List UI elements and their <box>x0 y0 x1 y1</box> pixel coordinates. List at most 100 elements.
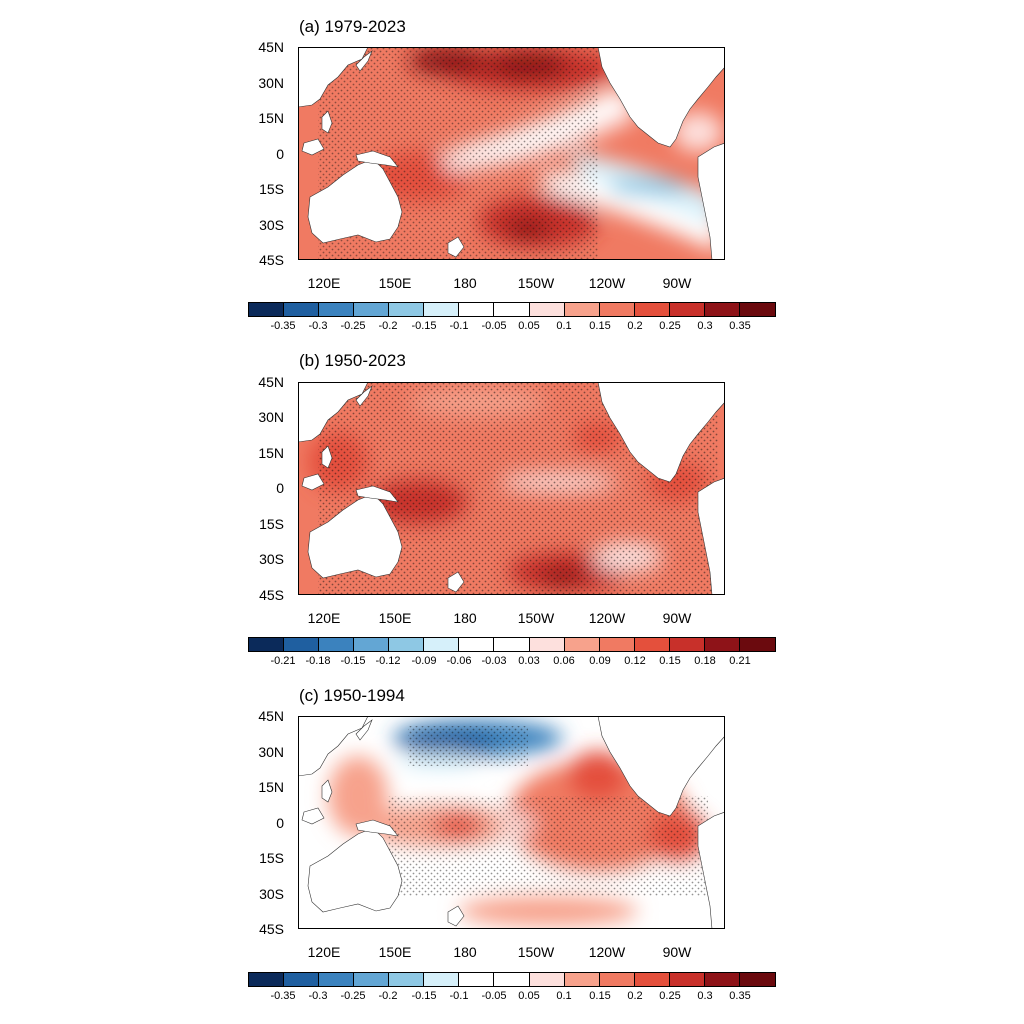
lat-label: 15S <box>259 181 284 197</box>
lat-label: 15S <box>259 850 284 866</box>
lat-label: 30S <box>259 551 284 567</box>
colorbar-cell <box>459 638 495 651</box>
colorbar-label: -0.25 <box>340 320 366 332</box>
colorbar-cell <box>564 638 600 651</box>
colorbar-cell <box>494 638 530 651</box>
colorbar-cell <box>564 973 600 986</box>
colorbar-label: 0.3 <box>697 990 713 1002</box>
colorbar-label: 0.2 <box>627 320 643 332</box>
colorbar-label: -0.06 <box>446 655 472 667</box>
colorbar-label: 0.15 <box>659 655 681 667</box>
lon-label: 90W <box>662 275 692 291</box>
lat-label: 45S <box>259 587 284 603</box>
colorbar-label: -0.1 <box>449 990 469 1002</box>
colorbar-cell <box>599 303 635 316</box>
colorbar <box>248 637 776 652</box>
lat-label: 15N <box>258 779 284 795</box>
lon-label: 120W <box>588 275 626 291</box>
colorbar-cell <box>284 638 320 651</box>
lat-label: 0 <box>276 480 284 496</box>
lon-label: 120E <box>307 944 341 960</box>
colorbar-cell <box>389 303 425 316</box>
colorbar-cell <box>354 638 390 651</box>
colorbar-cell <box>494 973 530 986</box>
colorbar-cell <box>634 973 670 986</box>
colorbar-label: -0.21 <box>270 655 296 667</box>
lon-label: 120W <box>588 610 626 626</box>
colorbar-label: 0.21 <box>729 655 751 667</box>
colorbar <box>248 302 776 317</box>
lon-label: 90W <box>662 610 692 626</box>
colorbar-cell <box>704 973 740 986</box>
colorbar-cell <box>459 973 495 986</box>
panel-title: (a) 1979-2023 <box>299 17 406 36</box>
lat-label: 45N <box>258 708 284 724</box>
map-c <box>298 716 725 929</box>
colorbar-cell <box>459 303 495 316</box>
panel-title: (c) 1950-1994 <box>299 686 405 705</box>
colorbar-label: 0.1 <box>556 320 572 332</box>
colorbar-cell <box>739 973 775 986</box>
colorbar-cell <box>599 973 635 986</box>
lon-label: 180 <box>453 944 477 960</box>
lon-label: 120W <box>588 944 626 960</box>
colorbar-cell <box>424 973 460 986</box>
colorbar-label: -0.15 <box>340 655 366 667</box>
colorbar-label: 0.05 <box>518 990 540 1002</box>
colorbar-label: 0.09 <box>589 655 611 667</box>
colorbar-cell <box>249 638 285 651</box>
colorbar-label: 0.15 <box>589 990 611 1002</box>
colorbar-cell <box>424 638 460 651</box>
colorbar-label: -0.05 <box>481 990 507 1002</box>
lon-label: 180 <box>453 610 477 626</box>
lon-label: 150W <box>517 944 555 960</box>
colorbar-cell <box>284 303 320 316</box>
colorbar-label: -0.18 <box>305 655 331 667</box>
colorbar-cell <box>389 638 425 651</box>
colorbar-cell <box>319 638 355 651</box>
colorbar-label: -0.3 <box>308 320 328 332</box>
colorbar-label: -0.35 <box>270 990 296 1002</box>
colorbar-label: 0.35 <box>729 990 751 1002</box>
colorbar-label: 0.2 <box>627 990 643 1002</box>
colorbar-cell <box>634 638 670 651</box>
colorbar-label: -0.3 <box>308 990 328 1002</box>
colorbar-label: -0.2 <box>378 990 398 1002</box>
colorbar-cell <box>494 303 530 316</box>
map-a <box>298 47 725 260</box>
lon-label: 90W <box>662 944 692 960</box>
lon-label: 150W <box>517 610 555 626</box>
colorbar-cell <box>669 303 705 316</box>
lat-label: 0 <box>276 146 284 162</box>
lon-label: 150E <box>378 610 412 626</box>
colorbar-cell <box>389 973 425 986</box>
colorbar-cell <box>669 973 705 986</box>
map-b <box>298 382 725 595</box>
colorbar-label: -0.05 <box>481 320 507 332</box>
lon-label: 120E <box>307 610 341 626</box>
colorbar-cell <box>564 303 600 316</box>
lat-label: 15N <box>258 110 284 126</box>
colorbar-label: 0.35 <box>729 320 751 332</box>
colorbar-label: -0.15 <box>411 990 437 1002</box>
colorbar-cell <box>739 638 775 651</box>
colorbar-label: 0.05 <box>518 320 540 332</box>
panel-title: (b) 1950-2023 <box>299 351 406 370</box>
colorbar-label: 0.06 <box>553 655 575 667</box>
colorbar-cell <box>704 303 740 316</box>
colorbar-cell <box>284 973 320 986</box>
lon-label: 180 <box>453 275 477 291</box>
colorbar-cell <box>354 303 390 316</box>
colorbar-cell <box>634 303 670 316</box>
colorbar-label: 0.25 <box>659 990 681 1002</box>
colorbar-label: 0.18 <box>694 655 716 667</box>
lat-label: 30S <box>259 886 284 902</box>
lat-label: 0 <box>276 815 284 831</box>
colorbar-label: -0.2 <box>378 320 398 332</box>
colorbar-cell <box>669 638 705 651</box>
lat-label: 45N <box>258 374 284 390</box>
lon-label: 120E <box>307 275 341 291</box>
colorbar-cell <box>739 303 775 316</box>
lat-label: 45S <box>259 921 284 937</box>
lat-label: 15S <box>259 516 284 532</box>
